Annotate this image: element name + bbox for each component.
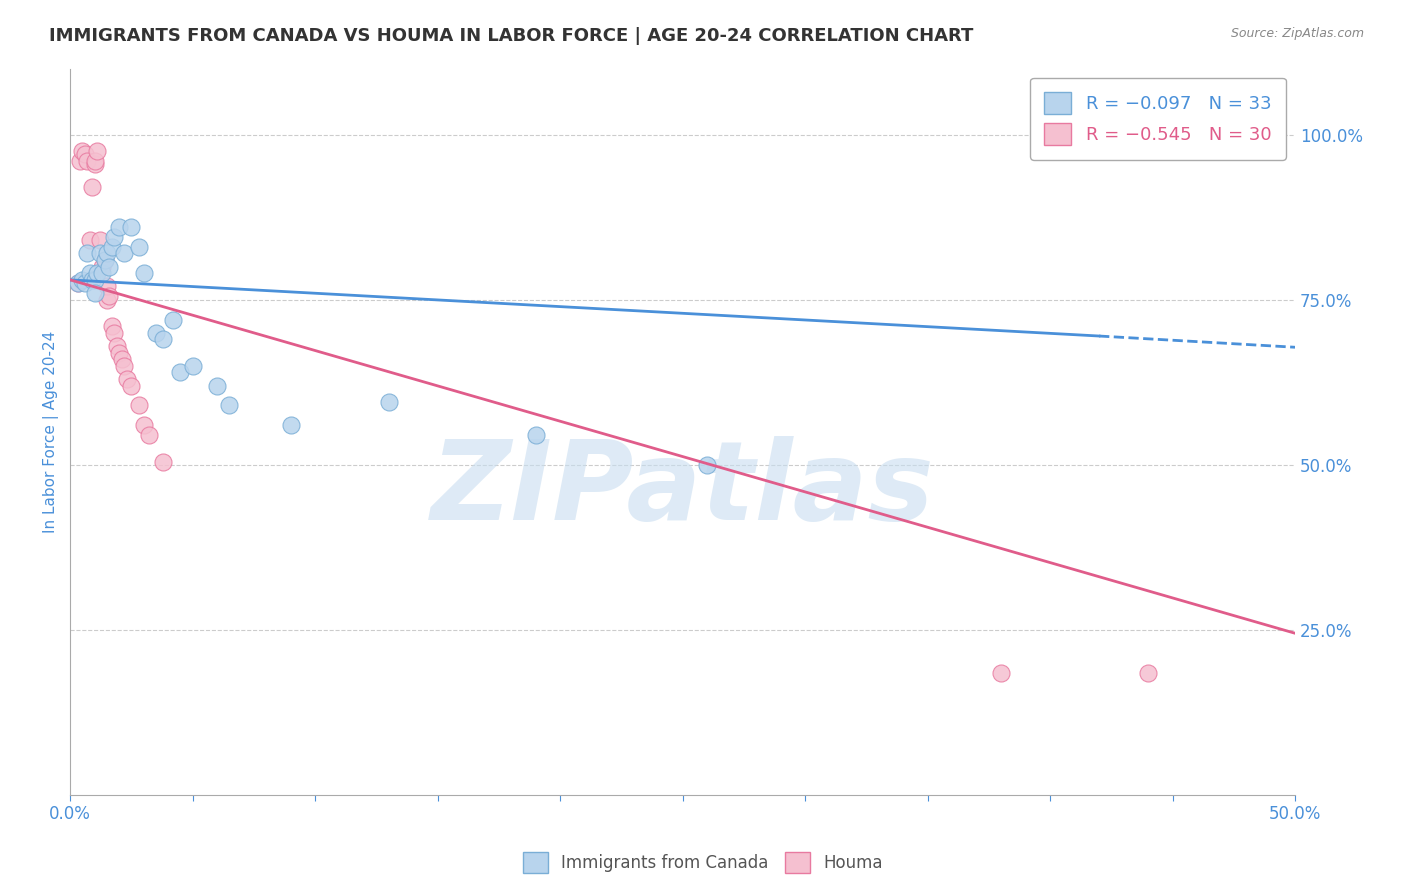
Point	[696, 458, 718, 472]
Point	[73, 276, 96, 290]
Legend: Immigrants from Canada, Houma: Immigrants from Canada, Houma	[516, 846, 890, 880]
Point	[83, 286, 105, 301]
Point	[91, 260, 114, 274]
Point	[111, 352, 134, 367]
Point	[169, 365, 191, 379]
Point	[105, 339, 128, 353]
Point	[128, 240, 150, 254]
Point	[82, 180, 104, 194]
Point	[79, 233, 101, 247]
Point	[96, 293, 118, 307]
Point	[181, 359, 204, 373]
Point	[73, 147, 96, 161]
Point	[1137, 665, 1160, 680]
Point	[86, 266, 108, 280]
Point	[377, 395, 399, 409]
Point	[132, 418, 155, 433]
Point	[98, 289, 121, 303]
Point	[145, 326, 167, 340]
Point	[101, 240, 124, 254]
Point	[108, 220, 131, 235]
Point	[103, 230, 125, 244]
Point	[218, 398, 240, 412]
Point	[98, 260, 121, 274]
Point	[101, 319, 124, 334]
Point	[83, 157, 105, 171]
Point	[83, 153, 105, 168]
Point	[152, 332, 174, 346]
Point	[96, 246, 118, 260]
Point	[69, 153, 91, 168]
Point	[83, 273, 105, 287]
Point	[79, 266, 101, 280]
Point	[66, 276, 89, 290]
Text: IMMIGRANTS FROM CANADA VS HOUMA IN LABOR FORCE | AGE 20-24 CORRELATION CHART: IMMIGRANTS FROM CANADA VS HOUMA IN LABOR…	[49, 27, 973, 45]
Point	[76, 153, 98, 168]
Point	[115, 372, 138, 386]
Point	[132, 266, 155, 280]
Point	[66, 276, 89, 290]
Point	[72, 144, 94, 158]
Point	[205, 378, 228, 392]
Point	[82, 273, 104, 287]
Point	[128, 398, 150, 412]
Point	[280, 418, 302, 433]
Point	[1088, 128, 1111, 142]
Point	[91, 266, 114, 280]
Point	[89, 233, 111, 247]
Point	[121, 220, 143, 235]
Point	[121, 378, 143, 392]
Point	[103, 326, 125, 340]
Point	[990, 665, 1012, 680]
Point	[112, 246, 135, 260]
Legend: R = −0.097   N = 33, R = −0.545   N = 30: R = −0.097 N = 33, R = −0.545 N = 30	[1031, 78, 1286, 160]
Point	[76, 246, 98, 260]
Point	[524, 428, 547, 442]
Point	[93, 253, 115, 268]
Point	[138, 428, 160, 442]
Text: ZIPatlas: ZIPatlas	[430, 436, 935, 543]
Text: Source: ZipAtlas.com: Source: ZipAtlas.com	[1230, 27, 1364, 40]
Point	[112, 359, 135, 373]
Point	[93, 253, 115, 268]
Point	[152, 454, 174, 468]
Point	[108, 345, 131, 359]
Point	[162, 312, 184, 326]
Point	[86, 144, 108, 158]
Y-axis label: In Labor Force | Age 20-24: In Labor Force | Age 20-24	[44, 331, 59, 533]
Point	[89, 246, 111, 260]
Point	[96, 279, 118, 293]
Point	[72, 273, 94, 287]
